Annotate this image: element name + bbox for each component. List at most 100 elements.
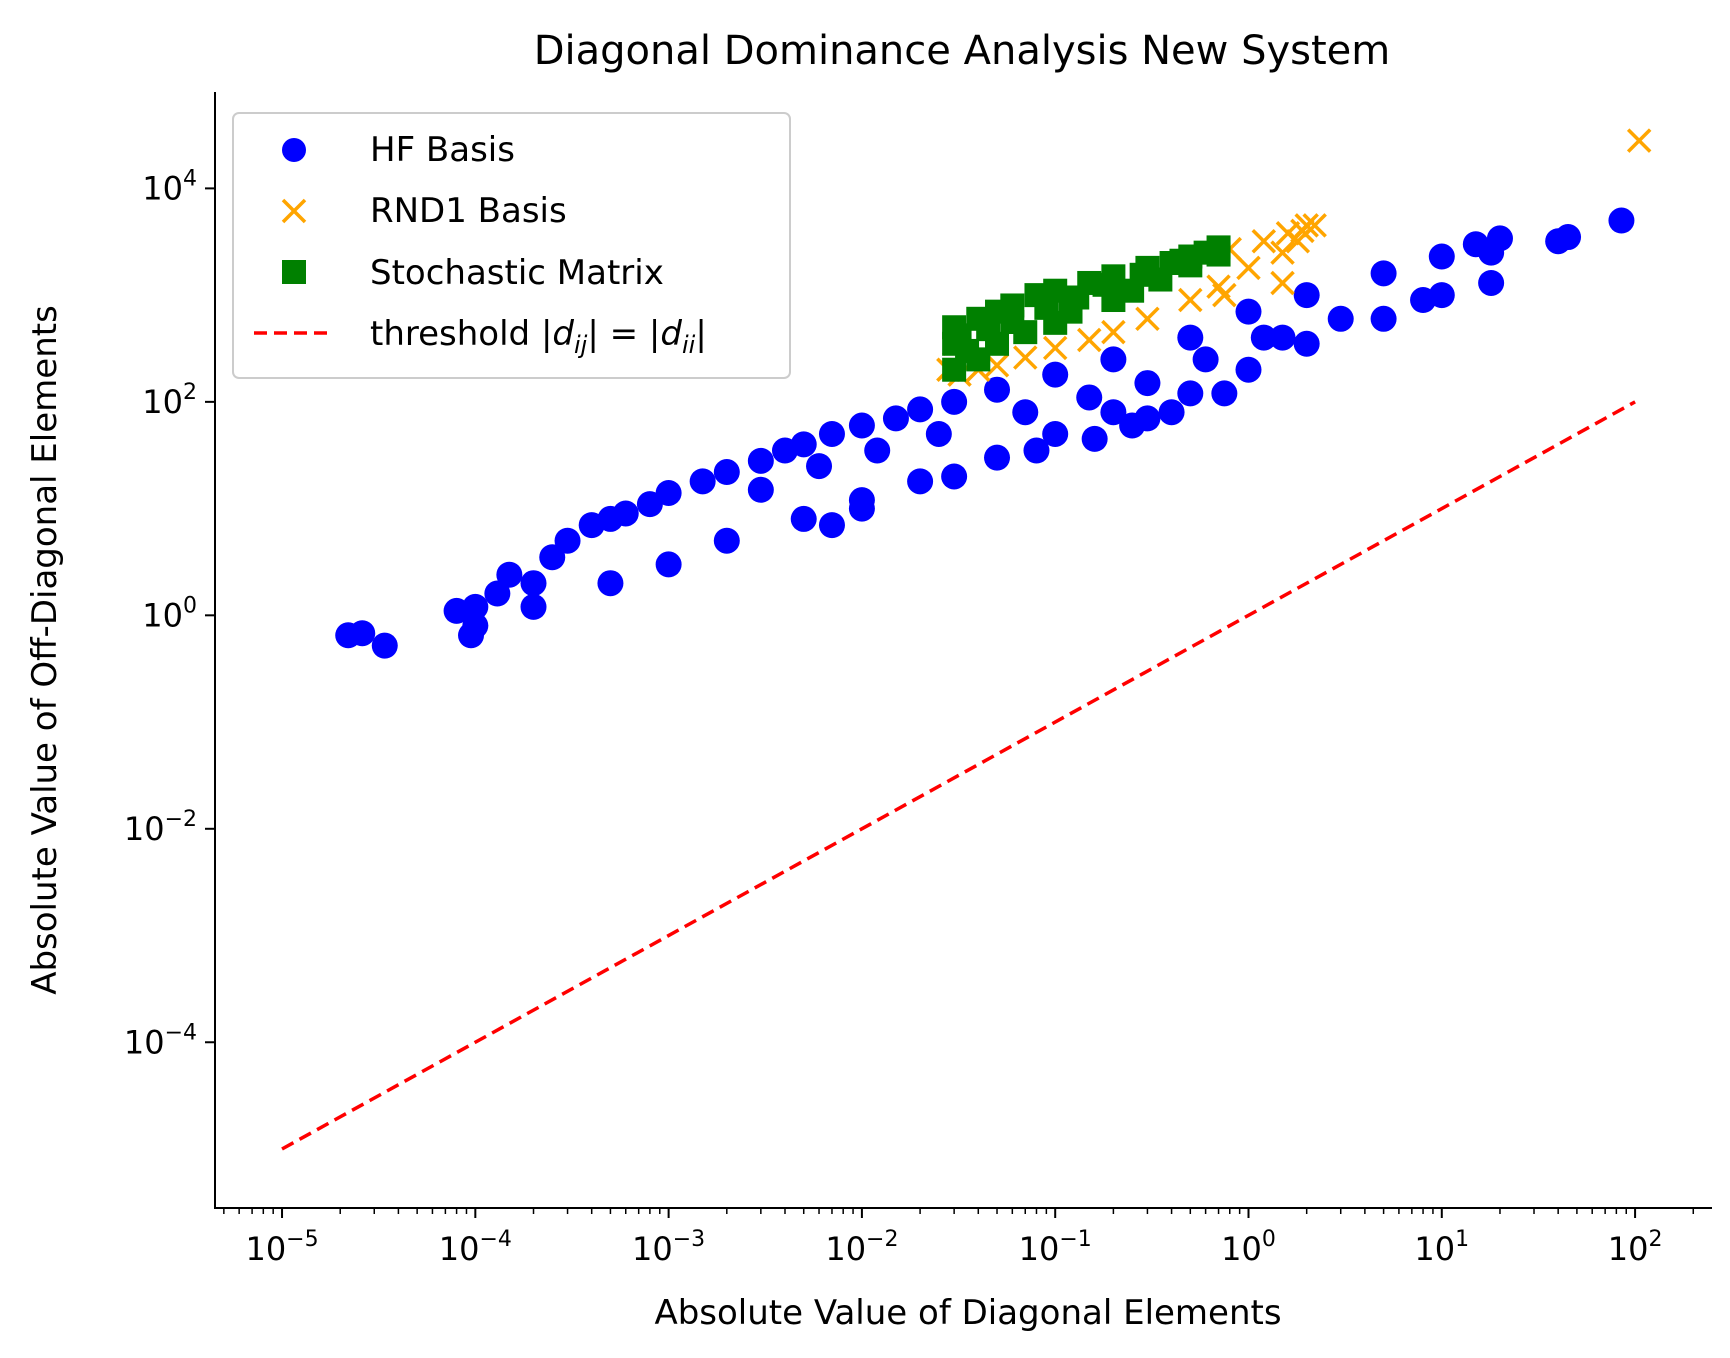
stochastic-point (1206, 242, 1231, 267)
hf-point (1042, 420, 1069, 447)
hf-point (848, 412, 875, 439)
hf-point (818, 512, 845, 539)
hf-point (1211, 380, 1238, 407)
hf-point (941, 388, 968, 415)
x-tick-label: 100 (1221, 1227, 1276, 1268)
rnd1-point (1178, 287, 1203, 313)
y-tick-label: 104 (142, 166, 197, 207)
hf-point (1478, 239, 1505, 266)
hf-point (1269, 324, 1296, 351)
hf-point (371, 632, 398, 659)
rnd1-point (1236, 255, 1261, 281)
x-tick-label: 10−5 (245, 1227, 318, 1268)
y-ticks: 10−4 10−2 100 102 104 (124, 166, 215, 1061)
rnd1-point (1013, 345, 1038, 370)
legend: HF Basis RND1 Basis Stochastic Matrix th… (232, 112, 791, 379)
legend-marker-rnd1 (281, 198, 307, 224)
hf-point (1478, 269, 1505, 296)
y-tick-label: 102 (142, 380, 197, 421)
hf-point (520, 593, 547, 620)
stochastic-point (1034, 295, 1059, 320)
hf-point (848, 495, 875, 522)
hf-point (1235, 298, 1262, 325)
hf-point (1250, 324, 1277, 351)
hf-point (713, 527, 740, 554)
hf-point (1192, 346, 1219, 373)
legend-label-hf: HF Basis (370, 130, 515, 170)
series-0 (335, 207, 1635, 659)
hf-point (1012, 399, 1039, 426)
hf-point (790, 431, 817, 458)
hf-point (984, 376, 1011, 403)
hf-point (655, 551, 682, 578)
chart-title: Diagonal Dominance Analysis New System (534, 28, 1391, 74)
rnd1-point (1042, 335, 1068, 361)
hf-point (1608, 207, 1635, 234)
hf-point (1076, 384, 1103, 411)
legend-label-rnd1: RND1 Basis (370, 191, 567, 231)
x-tick-label: 101 (1414, 1227, 1469, 1268)
hf-point (520, 570, 547, 597)
x-axis-label: Absolute Value of Diagonal Elements (654, 1293, 1281, 1333)
hf-point (689, 468, 716, 495)
hf-point (925, 420, 952, 447)
rnd1-point (1135, 306, 1160, 332)
hf-point (1293, 282, 1320, 309)
rnd1-point (1294, 213, 1319, 238)
hf-point (1428, 243, 1455, 270)
hf-point (636, 491, 663, 518)
series-2 (942, 235, 1231, 382)
hf-point (462, 593, 489, 620)
hf-point (806, 453, 833, 480)
hf-point (462, 612, 489, 639)
x-tick-label: 102 (1608, 1227, 1663, 1268)
y-tick-label: 100 (142, 593, 197, 634)
stochastic-point (1169, 248, 1194, 273)
rnd1-point (1285, 228, 1311, 254)
stochastic-point (1092, 272, 1117, 297)
x-ticks: 10−5 10−4 10−3 10−2 10−1 100 101 102 (223, 1208, 1695, 1268)
rnd1-point (1077, 327, 1102, 353)
y-tick-label: 10−2 (124, 807, 197, 848)
x-tick-label: 10−1 (1019, 1227, 1092, 1268)
y-axis-label: Absolute Value of Off-Diagonal Elements (25, 305, 65, 995)
hf-point (907, 468, 934, 495)
hf-point (612, 500, 639, 527)
rnd1-point (1251, 228, 1277, 254)
x-tick-label: 10−3 (632, 1227, 705, 1268)
hf-point (1023, 437, 1050, 464)
hf-point (818, 420, 845, 447)
hf-point (554, 527, 581, 554)
hf-point (864, 437, 891, 464)
hf-point (1134, 405, 1161, 432)
y-tick-label: 10−4 (124, 1020, 197, 1061)
legend-marker-hf (282, 138, 306, 162)
stochastic-point (976, 317, 1001, 342)
hf-point (941, 463, 968, 490)
hf-point (1555, 224, 1582, 251)
hf-point (1327, 305, 1354, 332)
x-tick-label: 10−4 (439, 1227, 512, 1268)
rnd1-point (1101, 319, 1126, 345)
rnd1-point (1626, 128, 1652, 153)
rnd1-point (1212, 282, 1237, 308)
hf-point (1293, 330, 1320, 357)
stochastic-point (1129, 262, 1154, 287)
plot-area (281, 128, 1652, 1151)
hf-point (1177, 324, 1204, 351)
hf-point (713, 459, 740, 486)
hf-point (1235, 356, 1262, 383)
legend-frame (232, 112, 791, 379)
hf-point (1177, 380, 1204, 407)
series-1 (936, 128, 1652, 387)
legend-label-stochastic: Stochastic Matrix (370, 253, 664, 293)
stochastic-point (1065, 285, 1090, 310)
hf-point (484, 580, 511, 607)
hf-point (1158, 399, 1185, 426)
hf-point (747, 447, 774, 474)
hf-point (1100, 399, 1127, 426)
hf-point (539, 544, 566, 571)
hf-point (1370, 305, 1397, 332)
hf-point (1042, 361, 1069, 388)
